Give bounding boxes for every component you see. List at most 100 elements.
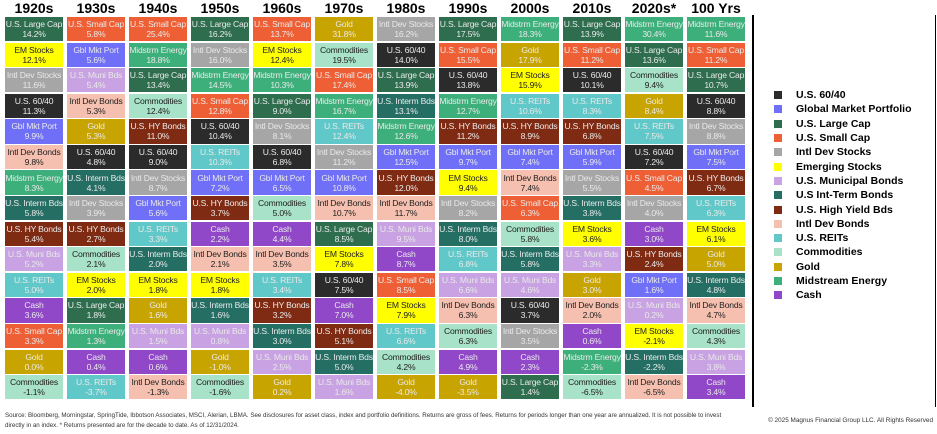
cell-asset-label: EM Stocks	[262, 44, 302, 55]
cell-asset-label: U.S. Interm Bds	[501, 249, 559, 260]
cell-return-value: 1.5%	[148, 336, 168, 347]
cell-return-value: 4.9%	[458, 361, 478, 372]
cell-return-value: -2.2%	[643, 361, 665, 372]
cell-return-value: 0.2%	[644, 310, 664, 321]
cell-asset-label: Gbl Mkt Port	[569, 146, 615, 157]
decade-column: 2010s U.S. Large Cap 13.9% U.S. Small Cap 11…	[563, 0, 621, 401]
return-cell-gold: Gold -3.5%	[439, 375, 497, 400]
cell-asset-label: U.S. Interm Bds	[377, 95, 435, 106]
cell-return-value: 5.0%	[706, 259, 726, 270]
cell-return-value: 15.9%	[518, 80, 542, 91]
return-cell-mid: Midstrm Energy 10.3%	[253, 68, 311, 93]
cell-return-value: 7.0%	[334, 310, 354, 321]
cell-return-value: 18.8%	[146, 54, 170, 65]
cell-return-value: 1.8%	[86, 310, 106, 321]
return-cell-hy: U.S. HY Bonds 5.1%	[315, 323, 373, 349]
cell-asset-label: U.S. REITs	[447, 249, 489, 260]
legend-label: U.S. High Yield Bds	[796, 203, 893, 216]
cell-return-value: 12.5%	[394, 156, 418, 167]
cell-return-value: 3.8%	[706, 361, 726, 372]
cell-asset-label: Midstrm Energy	[5, 172, 63, 183]
return-cell-ids: Intl Dev Stocks 8.1%	[253, 119, 311, 144]
column-header: 1960s	[262, 0, 302, 16]
return-cell-gold: Gold 5.3%	[67, 119, 125, 144]
decade-column: 1940s U.S. Small Cap 25.4% Midstrm Energy 18…	[129, 0, 187, 401]
cell-asset-label: Commodities	[382, 351, 430, 362]
cell-return-value: 11.2%	[580, 54, 604, 65]
cell-asset-label: Intl Dev Bonds	[565, 300, 619, 311]
return-cell-ids: Intl Dev Stocks 11.6%	[5, 68, 63, 93]
cell-asset-label: U.S. Small Cap	[68, 19, 124, 30]
return-cell-small: U.S. Small Cap 13.7%	[253, 17, 311, 42]
cell-return-value: 3.5%	[272, 259, 292, 270]
cell-asset-label: U.S. Interm Bds	[315, 351, 373, 362]
return-cell-small: U.S. Small Cap 25.4%	[129, 17, 187, 42]
return-cell-gbl: Gbl Mkt Port 5.6%	[129, 196, 187, 221]
cell-return-value: 4.8%	[706, 284, 726, 295]
returns-quilt-chart: 1920s U.S. Large Cap 14.2% EM Stocks 12.1% In…	[5, 0, 745, 401]
cell-asset-label: U.S. Interm Bds	[439, 223, 497, 234]
return-cell-reits: U.S. REITs 6.6%	[377, 323, 435, 349]
cell-return-value: 16.2%	[208, 29, 232, 40]
return-cell-6040: U.S. 60/40 10.1%	[563, 68, 621, 93]
return-cell-interm: U.S. Interm Bds 13.1%	[377, 93, 435, 118]
cell-asset-label: EM Stocks	[448, 172, 488, 183]
cell-asset-label: U.S. HY Bonds	[254, 300, 310, 311]
cell-return-value: 11.2%	[332, 156, 356, 167]
cell-return-value: 1.6%	[148, 310, 168, 321]
return-cell-cash: Cash 3.4%	[687, 375, 745, 400]
cell-return-value: 1.8%	[210, 284, 230, 295]
cell-asset-label: U.S. Muni Bds	[503, 274, 557, 285]
cell-return-value: -2.3%	[581, 361, 603, 372]
return-cell-cash: Cash 2.2%	[191, 221, 249, 246]
cell-asset-label: U.S. Muni Bds	[131, 326, 185, 337]
cell-return-value: 6.3%	[520, 208, 540, 219]
cell-asset-label: U.S. REITs	[695, 198, 737, 209]
cell-return-value: 9.9%	[24, 131, 44, 142]
cell-asset-label: EM Stocks	[14, 44, 54, 55]
cell-return-value: 6.7%	[706, 182, 726, 193]
return-cell-mid: Midstrm Energy 30.4%	[625, 17, 683, 42]
cell-asset-label: U.S. Small Cap	[564, 44, 620, 55]
cell-asset-label: EM Stocks	[76, 274, 116, 285]
cell-return-value: 12.0%	[394, 182, 418, 193]
cell-return-value: 5.8%	[24, 208, 44, 219]
cell-asset-label: U.S. REITs	[199, 146, 241, 157]
cell-asset-label: Commodities	[320, 44, 368, 55]
source-footnote: Source: Bloomberg, Morningstar, SpringTi…	[5, 412, 722, 429]
return-cell-gbl: Gbl Mkt Port 7.4%	[501, 144, 559, 170]
return-cell-em: EM Stocks 6.1%	[687, 221, 745, 246]
cell-return-value: 11.7%	[394, 208, 418, 219]
cell-return-value: 6.3%	[706, 208, 726, 219]
cell-return-value: 11.3%	[22, 105, 46, 116]
cell-return-value: 9.7%	[458, 156, 478, 167]
return-cell-reits: U.S. REITs 3.3%	[129, 221, 187, 246]
cell-asset-label: Intl Dev Stocks	[502, 326, 558, 337]
return-cell-mid: Midstrm Energy 8.3%	[5, 170, 63, 195]
cell-return-value: 13.8%	[456, 80, 480, 91]
cell-return-value: -3.7%	[85, 387, 107, 398]
return-cell-hy: U.S. HY Bonds 12.0%	[377, 170, 435, 195]
cell-asset-label: U.S. Muni Bds	[255, 351, 309, 362]
cell-asset-label: U.S. Interm Bds	[5, 198, 63, 209]
cell-return-value: 9.0%	[272, 105, 292, 116]
cell-asset-label: Gold	[273, 377, 291, 388]
cell-return-value: 3.7%	[210, 208, 230, 219]
cell-asset-label: Gold	[645, 95, 663, 106]
return-cell-mid: Midstrm Energy 11.6%	[687, 17, 745, 42]
cell-asset-label: Intl Dev Bonds	[193, 249, 247, 260]
cell-return-value: 9.5%	[396, 233, 416, 244]
return-cell-comm: Commodities -1.6%	[191, 375, 249, 400]
return-cell-ids: Intl Dev Stocks 3.5%	[501, 323, 559, 349]
cell-return-value: 5.5%	[582, 182, 602, 193]
cell-return-value: 5.1%	[334, 336, 354, 347]
cell-asset-label: U.S. REITs	[137, 223, 179, 234]
return-cell-em: EM Stocks 7.8%	[315, 247, 373, 272]
cell-asset-label: Commodities	[444, 326, 492, 337]
return-cell-muni: U.S. Muni Bds 1.6%	[315, 375, 373, 400]
return-cell-interm: U.S. Interm Bds 5.8%	[501, 247, 559, 272]
return-cell-gbl: Gbl Mkt Port 1.6%	[625, 272, 683, 297]
decade-column: 2020s* Midstrm Energy 30.4% U.S. Large Cap 1…	[625, 0, 683, 401]
return-cell-6040: U.S. 60/40 14.0%	[377, 42, 435, 67]
cell-return-value: 13.1%	[394, 105, 418, 116]
